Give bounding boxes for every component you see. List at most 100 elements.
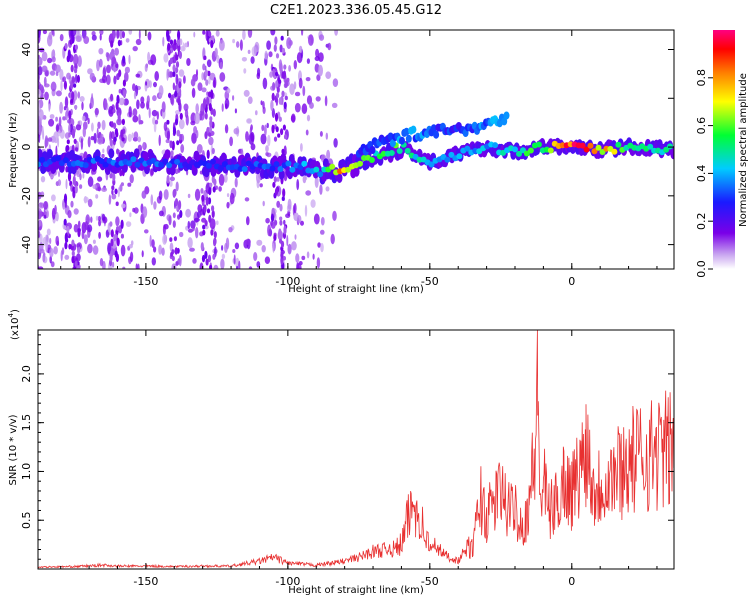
spectrogram-ridge-core [591, 148, 598, 155]
spectrogram-stripe-dot [281, 71, 285, 78]
spectrogram-noise-dot [105, 52, 109, 58]
spectrogram-noise-dot [129, 174, 134, 184]
spectrogram-noise-dot [179, 231, 184, 238]
spectrogram-ridge-core [138, 157, 145, 164]
spectrogram-noise-dot [183, 103, 189, 112]
spectrogram-ridge-core [388, 150, 395, 156]
spectrogram-noise-dot [163, 189, 169, 200]
spectrogram-noise-dot [75, 124, 82, 131]
spectrogram-noise-dot [137, 136, 141, 143]
spectrogram-noise-dot [300, 143, 303, 152]
spectrogram-stripe-dot [116, 148, 120, 155]
spectrogram-noise-dot [192, 222, 196, 232]
spectrogram-stripe-dot [77, 245, 81, 254]
spectrogram-noise-dot [267, 224, 272, 237]
spectrogram-noise-dot [75, 35, 82, 42]
spectrogram-stripe-dot [281, 196, 285, 201]
spectrogram-noise-dot [50, 261, 55, 268]
spectrogram-noise-dot [213, 264, 219, 269]
spectrogram-noise-dot [327, 42, 332, 51]
spectrogram-noise-dot [53, 246, 58, 255]
spectrogram-noise-dot [59, 34, 64, 42]
spectrogram-stripe-dot [210, 229, 214, 236]
spectrogram-noise-dot [40, 176, 46, 183]
spectrogram-noise-dot [111, 193, 117, 200]
snr-xlabel: Height of straight line (km) [288, 585, 424, 596]
spectrogram-noise-dot [314, 56, 320, 62]
spectrogram-noise-dot [264, 124, 267, 137]
spectrogram-noise-dot [288, 39, 293, 46]
spectrogram-stripe-dot [213, 231, 217, 239]
spectrogram-stripe-dot [170, 150, 174, 157]
spectrogram-noise-dot [79, 96, 85, 102]
spectrogram-noise-dot [138, 114, 141, 125]
spectrogram-noise-dot [42, 253, 46, 263]
spectrogram-branch-dot [410, 125, 417, 134]
spectrogram-noise-dot [97, 176, 103, 182]
spectrogram-noise-dot [98, 219, 102, 227]
spectrogram-noise-dot [38, 56, 43, 66]
spectrogram-noise-dot [55, 145, 58, 157]
spectrogram-noise-dot [183, 75, 186, 84]
spectrogram-branch-dot [430, 124, 437, 133]
spectrogram-stripe-dot [169, 140, 173, 149]
spectrogram-stripe-dot [74, 44, 78, 51]
spectrogram-noise-dot [158, 210, 164, 217]
spectrogram-noise-dot [147, 31, 152, 41]
spectrogram-ridge-core [158, 161, 165, 168]
spectrogram-noise-dot [98, 58, 103, 68]
spectrogram-noise-dot [245, 131, 249, 142]
spectrogram-noise-dot [151, 257, 156, 266]
spectrogram-stripe-dot [201, 194, 205, 202]
spectrogram-stripe-dot [109, 253, 113, 262]
spectrogram-noise-dot [219, 39, 225, 51]
spectrogram-noise-dot [204, 225, 209, 230]
spectrogram-noise-dot [269, 71, 273, 78]
spectrogram-noise-dot [316, 215, 319, 225]
spectrogram-noise-dot [41, 51, 48, 62]
spectrogram-noise-dot [105, 74, 111, 86]
spectrogram-ridge-core [527, 147, 534, 154]
spectrogram-stripe-dot [209, 264, 213, 269]
spectrogram-ridge-halo [133, 148, 140, 159]
spectrogram-noise-dot [187, 237, 193, 249]
spectrogram-noise-dot [97, 215, 101, 222]
spectrogram-ridge-core [579, 142, 586, 149]
spectrogram-noise-dot [115, 216, 120, 227]
spectrogram-stripe-dot [63, 193, 68, 204]
spectrogram-stripe-dot [204, 250, 208, 260]
spectrogram-noise-dot [245, 238, 251, 245]
spectrogram-noise-dot [44, 234, 50, 245]
spectrogram-noise-dot [270, 30, 276, 36]
spectrogram-noise-dot [153, 81, 157, 88]
spectrogram-noise-dot [172, 212, 176, 219]
spectrogram-noise-dot [331, 102, 338, 108]
spectrogram-noise-dot [187, 228, 194, 233]
spectrogram-stripe-dot [118, 69, 122, 77]
spectrogram-noise-dot [197, 204, 203, 213]
spectrogram-noise-dot [51, 194, 56, 202]
spectrogram-noise-dot [64, 132, 70, 140]
spectrogram-noise-dot [309, 102, 314, 109]
spectrogram-noise-dot [67, 119, 72, 124]
spectrogram-noise-dot [154, 119, 159, 125]
spectrogram-noise-dot [91, 93, 94, 103]
spectrogram-noise-dot [289, 83, 295, 95]
snr-ytick-label: 1.0 [20, 463, 33, 481]
spectrogram-stripe-dot [175, 54, 179, 61]
spectrogram-noise-dot [154, 71, 159, 81]
snr-ytick-label: 1.5 [20, 414, 33, 432]
spectrogram-noise-dot [50, 81, 57, 92]
spectrogram-noise-dot [221, 245, 224, 251]
spectrogram-stripe-dot [202, 100, 206, 110]
spectrogram-stripe-dot [122, 266, 126, 269]
spectrogram-stripe-dot [173, 188, 177, 197]
spectrogram-noise-dot [55, 235, 59, 246]
spectrogram-noise-dot [320, 216, 325, 226]
spectrogram-noise-dot [163, 53, 169, 63]
spectrogram-noise-dot [325, 132, 328, 140]
spectrogram-noise-dot [184, 108, 189, 119]
spectrogram-noise-dot [66, 72, 71, 80]
spectrogram-ridge-core [448, 151, 455, 158]
spectrogram-stripe-dot [208, 132, 212, 137]
